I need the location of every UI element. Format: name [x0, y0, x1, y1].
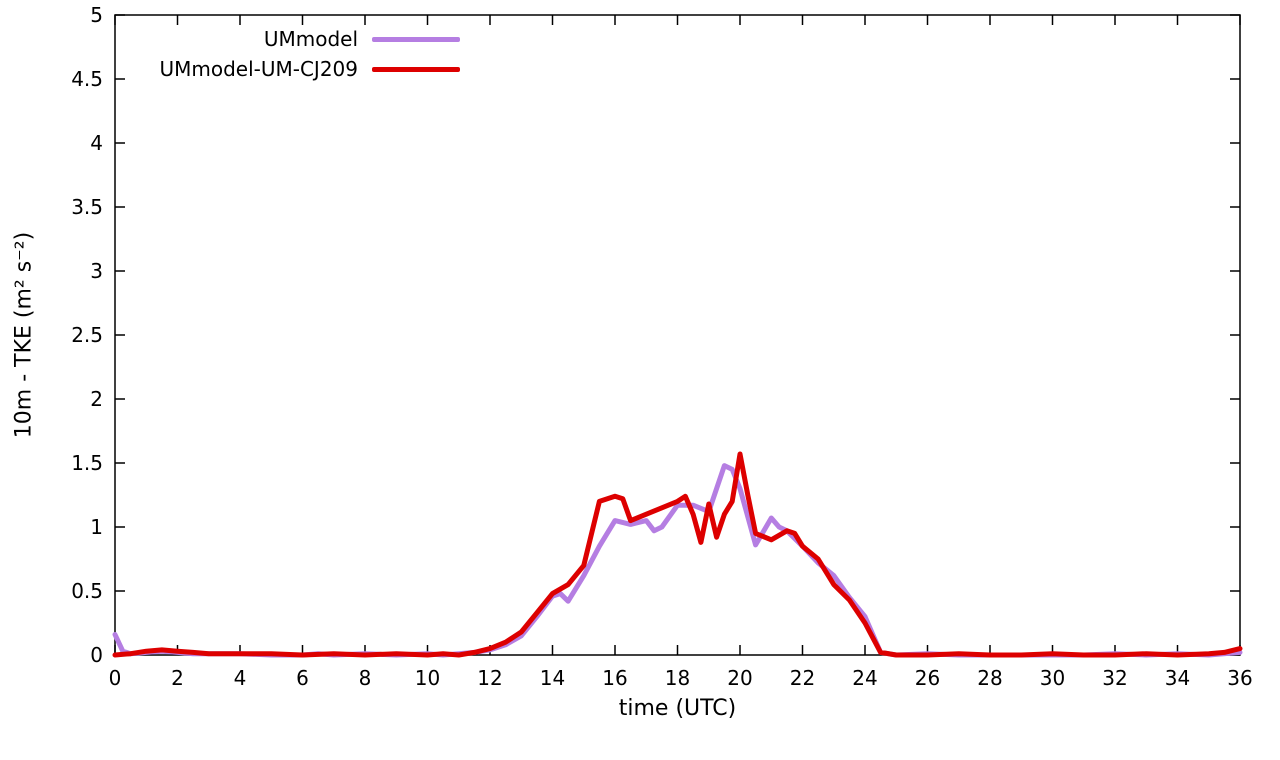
svg-text:0: 0 — [90, 643, 103, 667]
svg-text:36: 36 — [1227, 666, 1252, 690]
svg-text:6: 6 — [296, 666, 309, 690]
svg-text:0: 0 — [109, 666, 122, 690]
svg-text:12: 12 — [477, 666, 502, 690]
svg-text:4: 4 — [234, 666, 247, 690]
svg-text:34: 34 — [1165, 666, 1190, 690]
legend-entry-ummodel: UMmodel — [120, 24, 460, 54]
legend-line-swatch — [372, 36, 460, 42]
svg-text:24: 24 — [852, 666, 877, 690]
svg-text:28: 28 — [977, 666, 1002, 690]
svg-text:18: 18 — [665, 666, 690, 690]
svg-text:2: 2 — [90, 387, 103, 411]
y-axis-label: 10m - TKE (m² s⁻²) — [11, 231, 37, 439]
legend-line-swatch — [372, 66, 460, 72]
chart-legend: UMmodel UMmodel-UM-CJ209 — [120, 24, 460, 84]
x-axis-label: time (UTC) — [618, 696, 737, 721]
svg-text:16: 16 — [602, 666, 627, 690]
svg-text:3.5: 3.5 — [71, 195, 103, 219]
svg-text:3: 3 — [90, 259, 103, 283]
svg-text:8: 8 — [359, 666, 372, 690]
legend-entry-ummodel-um-cj209: UMmodel-UM-CJ209 — [120, 54, 460, 84]
svg-text:5: 5 — [90, 3, 103, 27]
svg-text:1: 1 — [90, 515, 103, 539]
svg-text:4.5: 4.5 — [71, 67, 103, 91]
svg-text:2.5: 2.5 — [71, 323, 103, 347]
svg-text:1.5: 1.5 — [71, 451, 103, 475]
svg-text:26: 26 — [915, 666, 940, 690]
svg-text:14: 14 — [540, 666, 565, 690]
svg-text:2: 2 — [171, 666, 184, 690]
svg-text:20: 20 — [727, 666, 752, 690]
svg-text:32: 32 — [1102, 666, 1127, 690]
legend-label: UMmodel — [263, 27, 358, 51]
svg-text:4: 4 — [90, 131, 103, 155]
legend-label: UMmodel-UM-CJ209 — [159, 57, 358, 81]
svg-text:0.5: 0.5 — [71, 579, 103, 603]
svg-text:10: 10 — [415, 666, 440, 690]
svg-text:30: 30 — [1040, 666, 1065, 690]
svg-text:22: 22 — [790, 666, 815, 690]
